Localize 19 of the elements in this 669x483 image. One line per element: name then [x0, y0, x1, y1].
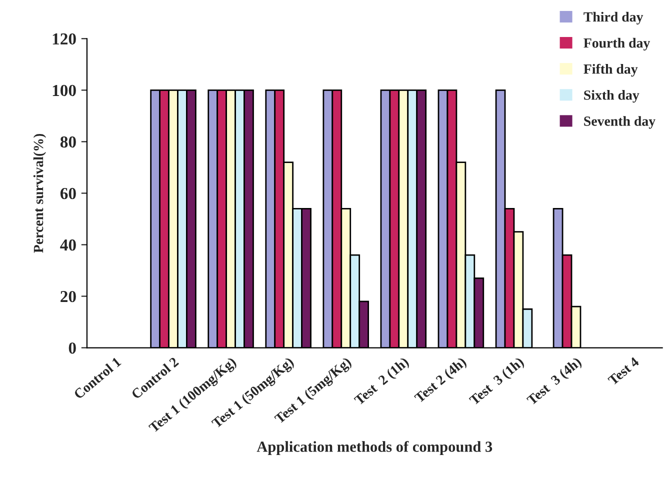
legend-label: Seventh day	[584, 116, 656, 129]
legend-label: Fifth day	[584, 64, 638, 77]
legend-label: Sixth day	[584, 90, 640, 103]
legend-label: Fourth day	[584, 38, 650, 51]
x-tick-label: Test 3 (4h)	[526, 356, 584, 408]
x-tick-label: Test 3 (1h)	[468, 356, 526, 408]
y-tick-label: 100	[52, 84, 76, 96]
x-tick-label: Test 2 (1h)	[353, 356, 412, 408]
x-tick-label: Test 4	[608, 356, 640, 386]
x-axis-title: Application methods of compound 3	[256, 440, 492, 455]
y-axis-title: Percent survival(%)	[33, 134, 46, 253]
y-tick-label: 60	[60, 188, 76, 200]
x-tick-label: Test 2 (4h)	[414, 356, 469, 406]
y-tick-label: 120	[52, 33, 76, 45]
y-tick-label: 0	[68, 342, 76, 354]
y-tick-label: 40	[60, 239, 76, 251]
y-tick-label: 20	[60, 290, 76, 302]
legend-label: Third day	[584, 12, 644, 25]
y-tick-label: 80	[60, 136, 76, 148]
